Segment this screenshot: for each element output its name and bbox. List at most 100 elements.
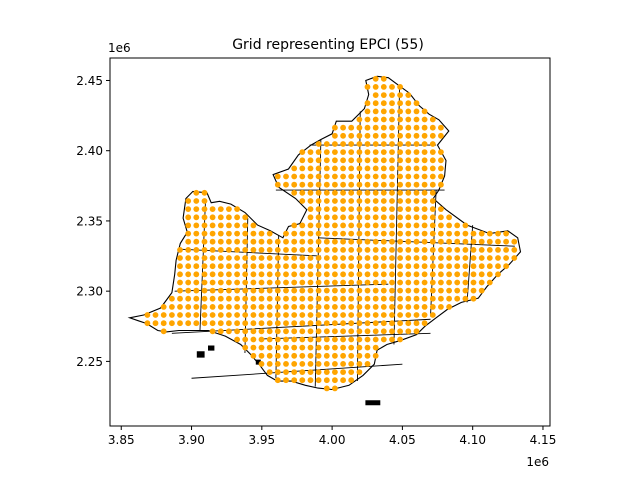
epci-boundary-line xyxy=(314,139,322,387)
grid-point xyxy=(372,255,379,261)
grid-point xyxy=(258,304,265,310)
grid-point xyxy=(511,238,518,245)
grid-point xyxy=(413,165,420,172)
grid-point xyxy=(372,124,379,131)
grid-point xyxy=(438,214,444,221)
grid-point xyxy=(201,214,208,221)
grid-point xyxy=(169,312,175,318)
grid-point xyxy=(454,230,461,237)
grid-point xyxy=(340,279,346,286)
grid-point xyxy=(356,222,363,229)
grid-point xyxy=(397,189,403,196)
grid-point xyxy=(266,263,273,270)
grid-point xyxy=(315,206,322,213)
grid-point xyxy=(315,255,322,261)
grid-point xyxy=(193,255,200,261)
grid-point xyxy=(405,328,412,335)
grid-point xyxy=(348,361,355,367)
grid-point xyxy=(258,295,265,302)
grid-point xyxy=(226,279,232,286)
grid-point xyxy=(364,271,371,278)
grid-point xyxy=(462,279,469,286)
grid-point xyxy=(323,369,330,375)
grid-point xyxy=(283,287,289,294)
grid-point xyxy=(356,189,363,196)
grid-point xyxy=(389,328,395,335)
grid-point xyxy=(372,279,379,286)
grid-point xyxy=(503,230,509,237)
grid-point xyxy=(372,336,379,343)
grid-point xyxy=(299,222,306,229)
grid-point xyxy=(495,271,501,278)
grid-point xyxy=(234,328,241,335)
grid-point xyxy=(340,320,346,327)
grid-point xyxy=(217,320,224,327)
grid-point xyxy=(454,279,461,286)
grid-point xyxy=(307,222,314,229)
grid-point xyxy=(462,271,469,278)
grid-point xyxy=(413,320,420,327)
grid-point xyxy=(258,247,265,253)
epci-boundary-line xyxy=(261,332,431,340)
grid-point xyxy=(250,263,257,270)
grid-point xyxy=(193,279,200,286)
grid-point xyxy=(438,206,444,213)
grid-point xyxy=(242,295,249,302)
grid-point xyxy=(397,124,403,131)
grid-point xyxy=(380,84,387,90)
grid-point xyxy=(299,377,306,384)
grid-point xyxy=(478,287,485,294)
grid-point xyxy=(332,279,338,286)
grid-point xyxy=(209,312,216,318)
grid-point xyxy=(332,336,338,343)
grid-point xyxy=(266,328,273,335)
grid-point xyxy=(332,320,338,327)
grid-point xyxy=(258,320,265,327)
grid-point xyxy=(217,247,224,253)
grid-point xyxy=(323,279,330,286)
grid-point xyxy=(372,75,379,82)
grid-point xyxy=(348,247,355,253)
grid-point xyxy=(348,328,355,335)
grid-point xyxy=(389,84,395,90)
grid-point xyxy=(356,198,363,204)
epci-boundary-line xyxy=(356,111,361,382)
grid-point xyxy=(380,271,387,278)
grid-point xyxy=(364,198,371,204)
grid-point xyxy=(266,312,273,318)
grid-point xyxy=(258,238,265,245)
grid-point xyxy=(503,263,509,270)
grid-point xyxy=(348,189,355,196)
grid-point xyxy=(397,141,403,147)
grid-point xyxy=(397,328,403,335)
grid-point xyxy=(185,295,192,302)
grid-point xyxy=(446,287,452,294)
grid-point xyxy=(364,116,371,123)
grid-point xyxy=(405,304,412,310)
grid-point xyxy=(389,214,395,221)
grid-point xyxy=(380,198,387,204)
grid-point xyxy=(364,320,371,327)
grid-point xyxy=(283,361,289,367)
grid-point xyxy=(372,100,379,107)
grid-point xyxy=(307,206,314,213)
grid-point xyxy=(364,304,371,310)
grid-point xyxy=(217,304,224,310)
grid-point xyxy=(372,157,379,164)
grid-point xyxy=(323,247,330,253)
grid-point xyxy=(283,344,289,351)
grid-point xyxy=(454,271,461,278)
grid-point xyxy=(389,198,395,204)
grid-point xyxy=(356,132,363,139)
grid-point xyxy=(380,230,387,237)
grid-point xyxy=(315,165,322,172)
grid-point xyxy=(389,271,395,278)
grid-point xyxy=(364,352,371,359)
grid-point xyxy=(470,255,477,261)
grid-point xyxy=(364,173,371,180)
y-tick-label: 2.35 xyxy=(76,214,103,228)
grid-point xyxy=(226,304,232,310)
grid-point xyxy=(438,304,444,310)
grid-point xyxy=(299,157,306,164)
grid-point xyxy=(193,320,200,327)
